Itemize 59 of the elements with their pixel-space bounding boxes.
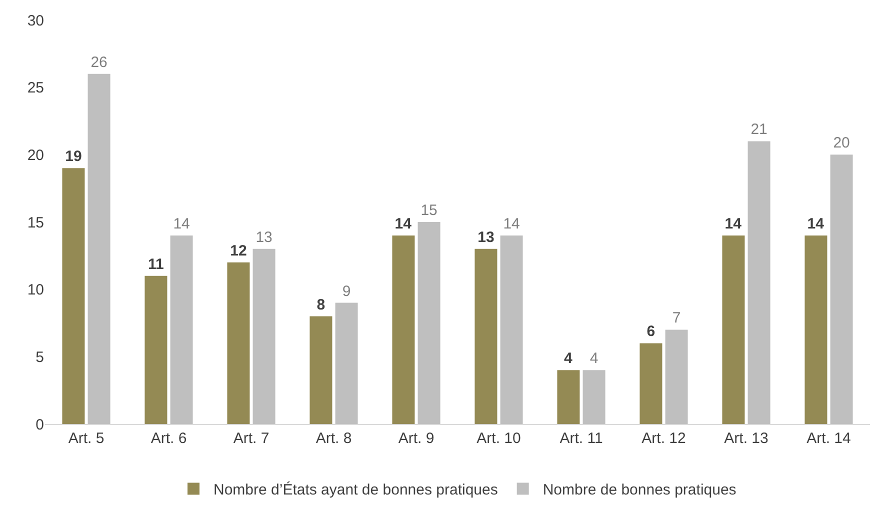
- data-label: 13: [478, 228, 494, 246]
- bar: [830, 154, 853, 424]
- bar: [88, 74, 110, 424]
- data-label: 9: [342, 282, 351, 300]
- x-tick-label: Art. 8: [316, 430, 352, 447]
- data-label: 14: [173, 215, 190, 232]
- y-tick-label: 25: [27, 80, 44, 97]
- legend-label: Nombre d’États ayant de bonnes pratiques: [214, 480, 498, 499]
- bar: [310, 316, 332, 424]
- y-tick-label: 20: [27, 146, 44, 164]
- bar: [392, 235, 415, 424]
- data-label: 4: [590, 350, 598, 368]
- bar: [227, 262, 250, 424]
- bar: [62, 168, 85, 424]
- y-tick-label: 30: [27, 12, 44, 30]
- x-tick-label: Art. 13: [724, 430, 768, 447]
- data-label: 6: [646, 323, 656, 340]
- y-tick-label: 10: [27, 282, 44, 299]
- data-label: 12: [230, 242, 247, 260]
- x-tick-label: Art. 11: [560, 430, 603, 447]
- y-tick-label: 0: [36, 416, 44, 434]
- x-tick-label: Art. 10: [476, 430, 521, 447]
- data-label: 14: [503, 215, 520, 232]
- bar: [144, 276, 168, 424]
- data-label: 7: [672, 310, 681, 327]
- data-label: 4: [564, 350, 573, 368]
- y-tick-label: 5: [36, 348, 44, 366]
- bar: [722, 235, 745, 424]
- bar: [665, 330, 688, 424]
- x-tick-label: Art. 12: [642, 430, 686, 447]
- bar: [804, 235, 828, 424]
- data-label: 14: [807, 215, 825, 232]
- data-label: 8: [316, 296, 326, 314]
- bar: [418, 222, 440, 424]
- bar: [640, 343, 662, 424]
- data-label: 14: [394, 215, 412, 232]
- legend-label: Nombre de bonnes pratiques: [542, 482, 736, 499]
- bar: [557, 370, 580, 424]
- data-label: 26: [90, 54, 108, 71]
- bar: [748, 141, 770, 424]
- bar: [252, 248, 276, 424]
- x-tick-label: Art. 6: [150, 430, 187, 447]
- x-tick-label: Art. 9: [398, 430, 434, 447]
- data-label: 20: [833, 134, 850, 152]
- bar: [170, 235, 193, 424]
- bar: [582, 370, 606, 424]
- data-label: 21: [750, 121, 768, 138]
- data-label: 14: [724, 215, 742, 232]
- x-tick-label: Art. 14: [806, 430, 851, 447]
- data-label: 15: [420, 202, 438, 219]
- bar: [474, 248, 498, 424]
- data-label: 13: [256, 228, 272, 246]
- x-tick-label: Art. 5: [68, 430, 104, 447]
- data-label: 11: [148, 256, 164, 273]
- bar: [500, 235, 523, 424]
- y-tick-label: 15: [27, 214, 44, 232]
- x-tick-label: Art. 7: [233, 430, 270, 447]
- bar: [335, 302, 358, 424]
- data-label: 19: [65, 148, 82, 166]
